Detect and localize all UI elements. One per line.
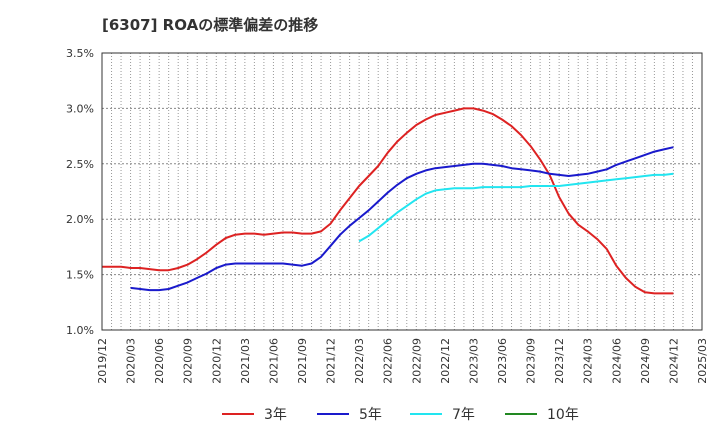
x-tick-label: 2022/06: [382, 338, 395, 384]
x-tick-label: 2020/12: [210, 338, 223, 384]
y-tick-label: 3.5%: [66, 47, 94, 60]
x-tick-label: 2025/03: [696, 338, 709, 384]
x-tick-label: 2021/06: [267, 338, 280, 384]
y-tick-label: 2.0%: [66, 213, 94, 226]
x-tick-label: 2023/09: [525, 338, 538, 384]
x-tick-label: 2024/06: [610, 338, 623, 384]
x-tick-label: 2021/12: [325, 338, 338, 384]
x-tick-label: 2023/03: [467, 338, 480, 384]
x-axis-ticks: 2019/12 2020/03 2020/06 2020/09 2020/12 2021/…: [96, 338, 709, 384]
x-tick-label: 2020/09: [182, 338, 195, 384]
y-tick-label: 1.5%: [66, 269, 94, 282]
x-tick-label: 2023/12: [553, 338, 566, 384]
x-tick-label: 2022/09: [410, 338, 423, 384]
series-line-5年: [130, 146, 674, 292]
y-tick-label: 3.0%: [66, 102, 94, 115]
chart-title: [6307] ROAの標準偏差の推移: [102, 16, 319, 34]
x-tick-label: 2021/09: [296, 338, 309, 384]
legend-label-5年: 5年: [359, 407, 382, 423]
legend: 3年 5年 7年 10年: [222, 407, 579, 423]
x-tick-label: 2020/03: [125, 338, 138, 384]
y-tick-label: 2.5%: [66, 158, 94, 171]
x-tick-label: 2024/09: [639, 338, 652, 384]
legend-label-10年: 10年: [547, 407, 579, 423]
grid-lines: [102, 53, 702, 330]
series-line-3年: [102, 107, 674, 295]
series-lines: [102, 107, 674, 295]
plot-frame: [101, 52, 703, 331]
legend-label-3年: 3年: [264, 407, 287, 423]
series-line-7年: [358, 172, 674, 243]
legend-label-7年: 7年: [452, 407, 475, 423]
x-tick-label: 2024/03: [582, 338, 595, 384]
x-tick-label: 2021/03: [239, 338, 252, 384]
y-axis-ticks: 1.0% 1.5% 2.0% 2.5% 3.0% 3.5%: [66, 47, 94, 337]
x-tick-label: 2019/12: [96, 338, 109, 384]
x-tick-label: 2022/12: [439, 338, 452, 384]
plot-border: [101, 52, 703, 331]
x-tick-label: 2022/03: [353, 338, 366, 384]
x-tick-label: 2024/12: [667, 338, 680, 384]
x-tick-label: 2023/06: [496, 338, 509, 384]
y-tick-label: 1.0%: [66, 324, 94, 337]
x-tick-label: 2020/06: [153, 338, 166, 384]
